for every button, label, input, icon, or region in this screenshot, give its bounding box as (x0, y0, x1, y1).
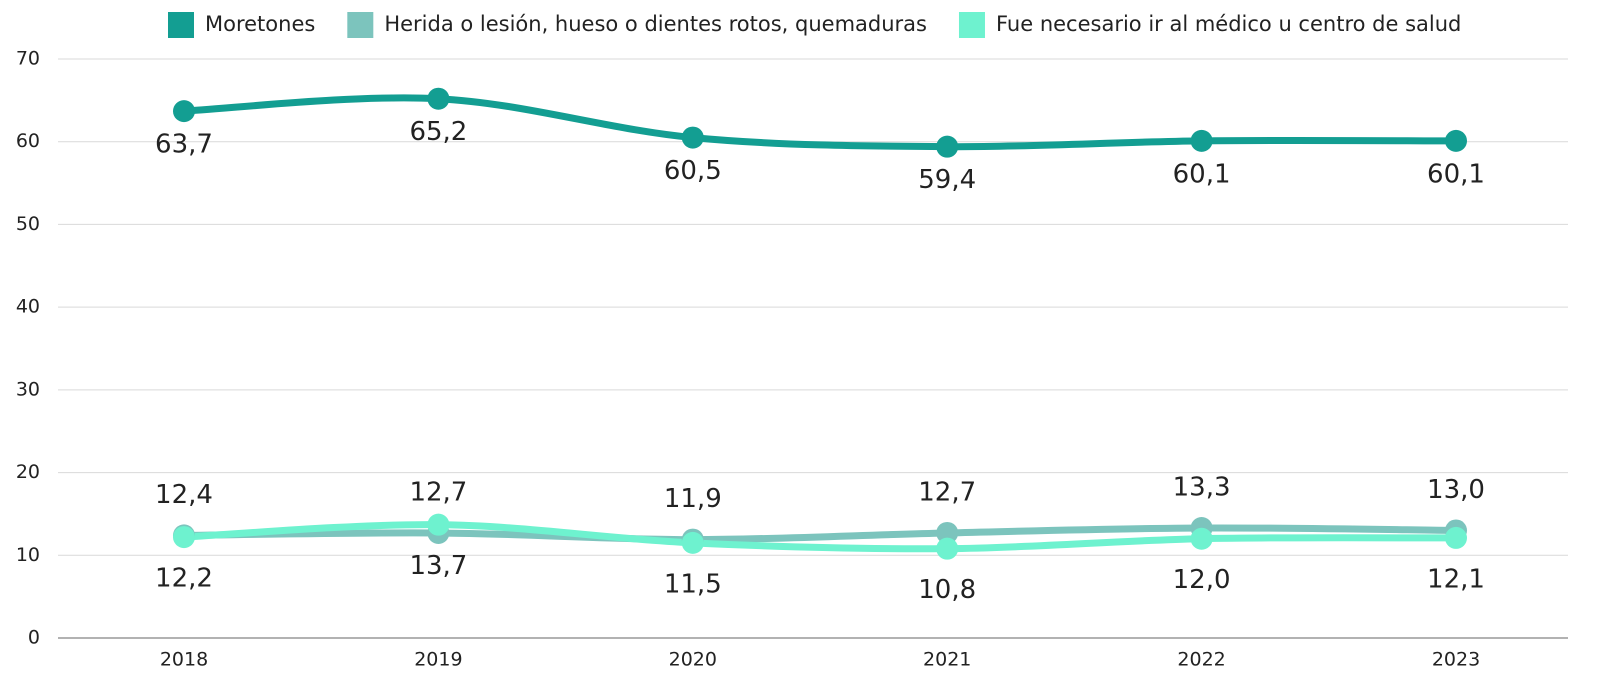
legend-label: Fue necesario ir al médico u centro de s… (996, 12, 1461, 36)
legend-label: Moretones (205, 12, 315, 36)
value-label: 10,8 (918, 575, 976, 605)
point (427, 87, 450, 110)
value-label: 12,0 (1173, 565, 1231, 595)
value-label: 12,7 (918, 477, 976, 507)
y-tick-label: 20 (16, 461, 40, 483)
x-tick-label: 2021 (923, 649, 971, 671)
x-tick-label: 2020 (669, 649, 717, 671)
y-tick-label: 30 (16, 378, 40, 400)
series-line (180, 524, 1460, 544)
value-label: 59,4 (918, 165, 976, 195)
y-tick-label: 50 (16, 213, 40, 235)
value-label: 12,7 (409, 477, 467, 507)
value-label: 12,1 (1427, 564, 1485, 594)
value-label: 63,7 (155, 130, 213, 160)
x-tick-label: 2019 (414, 649, 462, 671)
series-line (180, 94, 1460, 151)
point (1190, 129, 1213, 152)
point (681, 126, 704, 149)
legend-label: Herida o lesión, hueso o dientes rotos, … (384, 12, 927, 36)
y-tick-label: 10 (16, 544, 40, 566)
legend-swatch (168, 12, 194, 38)
y-tick-label: 0 (28, 627, 40, 649)
value-label: 12,4 (155, 480, 213, 510)
value-label: 11,9 (664, 484, 722, 514)
y-tick-label: 40 (16, 296, 40, 318)
legend-swatch (958, 12, 985, 38)
value-label: 60,5 (664, 156, 722, 186)
x-tick-label: 2018 (160, 649, 208, 671)
x-tick-label: 2022 (1177, 649, 1225, 671)
y-tick-label: 60 (16, 130, 40, 152)
value-label: 11,5 (664, 569, 722, 599)
point (1445, 526, 1467, 549)
value-label: 13,0 (1427, 475, 1485, 505)
value-label: 65,2 (409, 117, 467, 147)
y-tick-label: 70 (16, 48, 40, 70)
point (1190, 527, 1213, 550)
value-label: 13,3 (1173, 472, 1231, 502)
point (427, 513, 450, 536)
point (936, 521, 959, 544)
point (173, 526, 195, 549)
value-label: 60,1 (1427, 159, 1485, 189)
point (1445, 129, 1467, 152)
x-tick-label: 2023 (1432, 649, 1480, 671)
value-label: 13,7 (409, 551, 467, 581)
legend-swatch (347, 12, 374, 38)
point (936, 537, 959, 560)
point (681, 531, 704, 554)
point (173, 100, 195, 123)
value-label: 12,2 (155, 564, 213, 594)
point (936, 135, 959, 158)
value-label: 60,1 (1173, 159, 1231, 189)
series-line (180, 521, 1460, 553)
